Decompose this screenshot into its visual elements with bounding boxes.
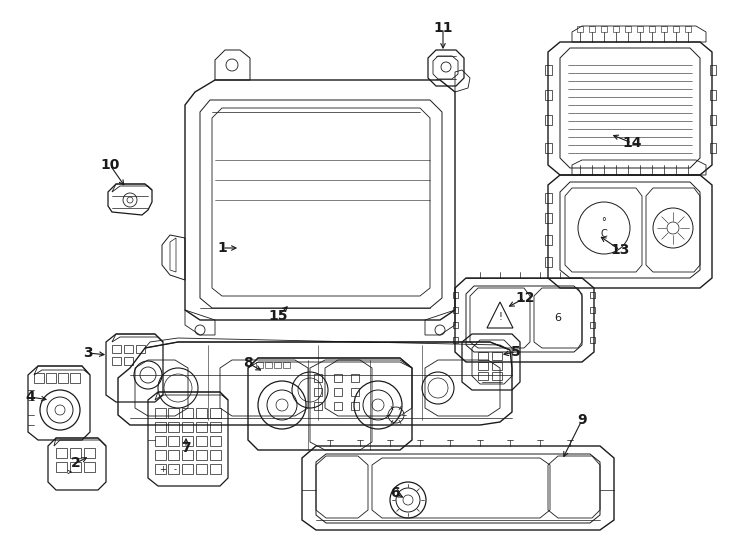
Text: 9: 9	[577, 413, 586, 427]
Text: 14: 14	[622, 136, 642, 150]
Text: °
C: ° C	[600, 217, 607, 239]
Text: 2: 2	[71, 456, 81, 470]
Text: 6: 6	[554, 313, 562, 323]
Text: 8: 8	[243, 356, 253, 370]
Text: 6: 6	[390, 486, 400, 500]
Text: -: -	[173, 465, 176, 475]
Text: 5: 5	[511, 345, 521, 359]
Text: 11: 11	[433, 21, 453, 35]
Text: 3: 3	[83, 346, 92, 360]
Text: +: +	[159, 465, 167, 475]
Text: 10: 10	[101, 158, 120, 172]
Text: 15: 15	[268, 309, 288, 323]
Text: 7: 7	[181, 441, 191, 455]
Text: 13: 13	[610, 243, 630, 257]
Text: 12: 12	[515, 291, 535, 305]
Text: 4: 4	[25, 390, 35, 404]
Text: 1: 1	[217, 241, 227, 255]
Text: !: !	[498, 312, 502, 322]
